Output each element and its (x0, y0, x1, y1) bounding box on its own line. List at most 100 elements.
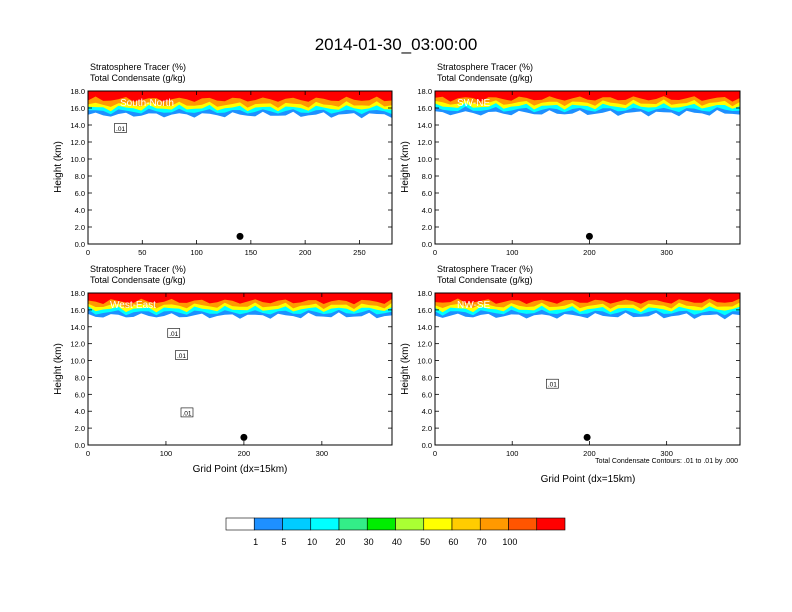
panel-header-line2: Total Condensate (g/kg) (437, 275, 533, 285)
y-tick-label: 16.0 (417, 104, 432, 113)
y-tick-label: 12.0 (70, 138, 85, 147)
colorbar-label: 70 (477, 537, 487, 547)
tracer-band-red (88, 293, 392, 305)
colorbar-label: 20 (335, 537, 345, 547)
y-tick-label: 8.0 (75, 373, 85, 382)
contour-label-box (175, 350, 188, 360)
panel-south-north: Stratosphere Tracer (%) Total Condensate… (53, 62, 393, 257)
colorbar-swatch (253, 517, 283, 531)
location-marker (240, 433, 248, 441)
panel-sw-ne: Stratosphere Tracer (%) Total Condensate… (400, 62, 741, 257)
y-tick-label: 14.0 (417, 121, 432, 130)
y-tick-label: 18.0 (417, 289, 432, 298)
panel-header-line2: Total Condensate (g/kg) (90, 73, 186, 83)
panel-header-line1: Stratosphere Tracer (%) (90, 62, 186, 72)
y-tick-label: 12.0 (70, 340, 85, 349)
y-tick-label: 14.0 (70, 121, 85, 130)
y-tick-label: 12.0 (417, 340, 432, 349)
y-tick-label: 8.0 (422, 172, 432, 181)
tracer-band-red (435, 91, 740, 102)
y-tick-label: 2.0 (422, 424, 432, 433)
colorbar-label: 1 (253, 537, 258, 547)
colorbar-swatch (225, 517, 255, 531)
location-marker (585, 232, 593, 240)
y-tick-label: 4.0 (75, 407, 85, 416)
plot-background (435, 91, 740, 244)
y-tick-label: 14.0 (70, 323, 85, 332)
panel-nw-se: Stratosphere Tracer (%) Total Condensate… (400, 264, 741, 485)
section-label: South-North (120, 98, 174, 109)
panel-header-line2: Total Condensate (g/kg) (90, 275, 186, 285)
colorbar: 1 5 10 20 30 40 50 60 70 100 (225, 517, 566, 547)
contour-label: .01 (169, 331, 178, 338)
x-tick-label: 200 (583, 248, 596, 257)
y-tick-label: 4.0 (422, 206, 432, 215)
x-tick-label: 0 (433, 248, 437, 257)
colorbar-swatch (310, 517, 340, 531)
y-tick-label: 4.0 (422, 407, 432, 416)
colorbar-swatch (536, 517, 566, 531)
colorbar-swatch (479, 517, 509, 531)
colorbar-swatch (282, 517, 312, 531)
y-tick-label: 0.0 (75, 240, 85, 249)
y-tick-label: 6.0 (75, 390, 85, 399)
y-tick-label: 2.0 (75, 223, 85, 232)
x-tick-label: 150 (245, 248, 258, 257)
x-axis-label: Grid Point (dx=15km) (193, 464, 288, 475)
x-tick-label: 250 (353, 248, 366, 257)
colorbar-swatch (338, 517, 368, 531)
plot-frame (87, 292, 393, 446)
y-tick-label: 10.0 (70, 357, 85, 366)
contour-label-box (167, 328, 181, 338)
y-tick-label: 18.0 (70, 87, 85, 96)
y-tick-label: 10.0 (70, 155, 85, 164)
plot-frame (434, 90, 741, 245)
x-tick-label: 300 (660, 449, 673, 458)
contour-label: .01 (548, 382, 557, 389)
colorbar-swatch (451, 517, 481, 531)
contour-label: .01 (116, 126, 125, 133)
y-axis-label: Height (km) (400, 343, 411, 395)
y-tick-label: 8.0 (422, 373, 432, 382)
colorbar-swatch (423, 517, 453, 531)
x-axis-label: Grid Point (dx=15km) (541, 474, 636, 485)
y-tick-label: 6.0 (422, 189, 432, 198)
contour-label-box (546, 378, 559, 389)
section-label: West-East (110, 300, 156, 311)
x-tick-label: 100 (190, 248, 203, 257)
y-tick-label: 16.0 (417, 306, 432, 315)
y-axis-label: Height (km) (53, 141, 64, 193)
y-tick-label: 4.0 (75, 206, 85, 215)
x-tick-label: 0 (433, 449, 437, 458)
figure-title: 2014-01-30_03:00:00 (315, 35, 478, 54)
contour-label: .01 (177, 353, 186, 360)
panel-header-line1: Stratosphere Tracer (%) (437, 62, 533, 72)
colorbar-swatch (508, 517, 538, 531)
y-tick-label: 18.0 (70, 289, 85, 298)
tracer-band-red (88, 91, 392, 103)
colorbar-label: 30 (364, 537, 374, 547)
x-tick-label: 200 (238, 449, 251, 458)
x-tick-label: 100 (506, 449, 519, 458)
y-axis-label: Height (km) (400, 141, 411, 193)
x-tick-label: 300 (316, 449, 329, 458)
section-label: NW-SE (457, 300, 490, 311)
y-tick-label: 10.0 (417, 357, 432, 366)
footnote: Total Condensate Contours: .01 to .01 by… (595, 458, 738, 465)
x-tick-label: 200 (299, 248, 312, 257)
section-label: SW-NE (457, 98, 490, 109)
x-tick-label: 100 (506, 248, 519, 257)
colorbar-label: 40 (392, 537, 402, 547)
y-tick-label: 2.0 (75, 424, 85, 433)
location-marker (583, 433, 591, 441)
y-axis-label: Height (km) (53, 343, 64, 395)
y-tick-label: 0.0 (75, 441, 85, 450)
y-tick-label: 8.0 (75, 172, 85, 181)
plot-frame (434, 292, 741, 446)
x-tick-label: 300 (660, 248, 673, 257)
y-tick-label: 16.0 (70, 306, 85, 315)
panel-west-east: Stratosphere Tracer (%) Total Condensate… (53, 264, 393, 475)
y-tick-label: 18.0 (417, 87, 432, 96)
contour-label-box (114, 123, 127, 133)
